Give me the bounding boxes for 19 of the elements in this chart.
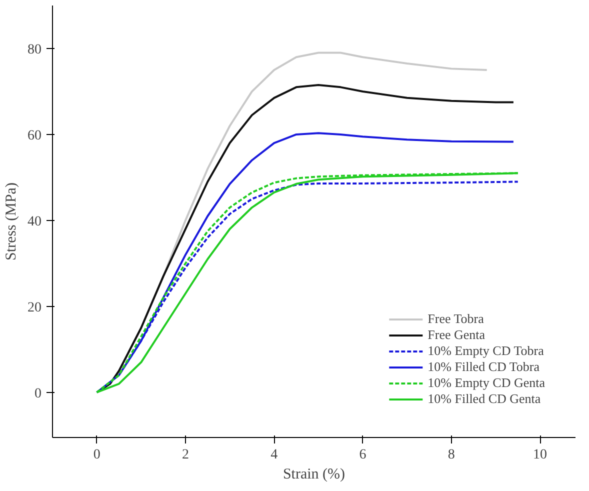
x-axis-title: Strain (%): [282, 466, 346, 482]
legend-label: Free Tobra: [428, 311, 484, 327]
y-tick-label: 60: [28, 128, 42, 144]
x-tick-label: 8: [448, 448, 455, 462]
x-tick-label: 4: [270, 448, 278, 462]
legend-label: 10% Filled CD Genta: [428, 391, 541, 407]
y-tick-label: 20: [28, 300, 42, 316]
y-tick-label: 40: [28, 214, 42, 230]
x-tick-label: 2: [182, 448, 189, 462]
x-tick-label: 0: [93, 448, 100, 462]
legend-label: 10% Empty CD Genta: [428, 375, 545, 391]
y-tick-label: 80: [28, 42, 42, 58]
legend-label: Free Genta: [428, 327, 486, 343]
legend-label: 10% Filled CD Tobra: [428, 359, 540, 375]
x-tick-label: 6: [359, 448, 366, 462]
legend-label: 10% Empty CD Tobra: [428, 343, 544, 359]
x-tick-label: 10: [533, 448, 548, 462]
y-tick-label: 0: [34, 386, 42, 402]
y-axis-title: Stress (MPa): [4, 182, 20, 260]
